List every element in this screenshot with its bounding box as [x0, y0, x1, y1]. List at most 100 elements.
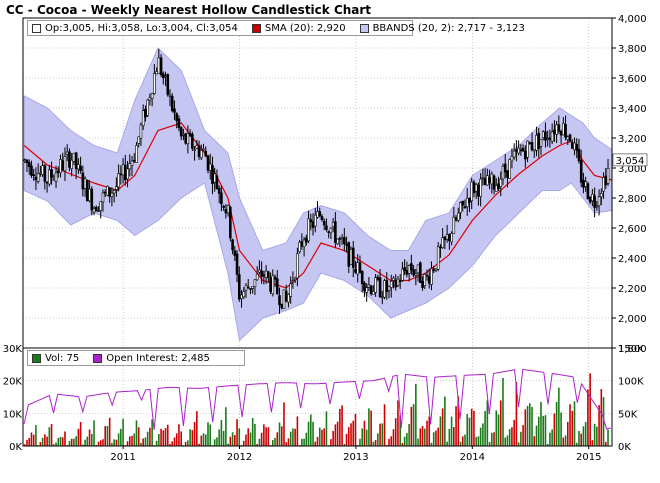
- volume-bar: [325, 411, 328, 446]
- candle-body: [448, 234, 451, 241]
- volume-bar: [330, 439, 332, 446]
- candle-body: [325, 225, 328, 231]
- volume-bar: [155, 440, 158, 446]
- volume-bar: [77, 428, 80, 446]
- volume-bar: [448, 428, 451, 446]
- volume-legend-item: Vol: 75: [32, 353, 79, 364]
- volume-bar: [303, 438, 305, 446]
- candle-body: [376, 276, 380, 281]
- volume-tick-label: 20K: [3, 377, 23, 388]
- candle-body: [472, 181, 476, 194]
- volume-bar: [421, 426, 424, 446]
- volume-legend-label: Vol: 75: [45, 352, 80, 364]
- sma-legend-item: SMA (20): 2,920: [251, 23, 346, 34]
- candle-body: [582, 179, 585, 188]
- candle-body: [195, 145, 199, 149]
- volume-bar: [180, 431, 182, 446]
- volume-bar: [587, 389, 589, 446]
- volume-bar: [544, 415, 547, 446]
- volume-bar: [187, 440, 189, 446]
- candle-body: [271, 275, 275, 295]
- volume-bar: [430, 442, 433, 446]
- candle-body: [235, 253, 239, 275]
- candle-body: [356, 262, 360, 275]
- volume-bar: [370, 410, 372, 446]
- candle-body: [175, 113, 179, 122]
- volume-bar: [135, 420, 138, 446]
- candle-body: [311, 221, 315, 228]
- candle-body: [251, 286, 254, 289]
- volume-bar: [229, 436, 232, 446]
- candle-body: [369, 285, 373, 295]
- volume-bar: [32, 434, 35, 446]
- candle-body: [217, 187, 221, 194]
- candle-body: [280, 303, 284, 309]
- candle-body: [320, 216, 324, 221]
- volume-bar: [602, 397, 605, 446]
- candle-body: [72, 152, 76, 162]
- volume-bar: [160, 428, 162, 446]
- volume-bar: [280, 426, 283, 446]
- candle-body: [307, 218, 310, 242]
- volume-bar: [354, 413, 357, 446]
- candle-body: [92, 208, 96, 213]
- candle-body: [407, 265, 411, 274]
- candle-body: [121, 164, 125, 176]
- candle-body: [309, 219, 313, 223]
- bbands-swatch: [359, 23, 369, 33]
- volume-bar: [305, 432, 308, 446]
- volume-bar: [276, 432, 279, 446]
- candle-body: [345, 243, 348, 246]
- candle-body: [110, 192, 114, 198]
- ohlc-legend-item: Op:3,005, Hi:3,058, Lo:3,004, Cl:3,054: [32, 23, 238, 34]
- volume-bar: [218, 429, 220, 446]
- candle-body: [144, 108, 147, 118]
- candle-body: [68, 151, 71, 168]
- candle-body: [358, 262, 362, 273]
- volume-bar: [57, 437, 60, 446]
- candle-body: [132, 159, 136, 162]
- volume-bar: [522, 425, 524, 446]
- ohlc-legend-label: Op:3,005, Hi:3,058, Lo:3,004, Cl:3,054: [45, 22, 238, 34]
- candle-body: [191, 133, 194, 149]
- volume-bar: [274, 437, 276, 446]
- volume-bar: [173, 437, 176, 446]
- volume-bar: [517, 442, 520, 446]
- candle-body: [222, 205, 225, 208]
- candle-body: [363, 282, 366, 291]
- candle-body: [197, 145, 201, 157]
- volume-bar: [316, 436, 319, 446]
- candle-body: [289, 283, 292, 297]
- volume-bar: [70, 438, 73, 446]
- candle-body: [591, 193, 594, 202]
- candle-body: [150, 93, 154, 99]
- volume-bar: [461, 436, 464, 446]
- volume-bar: [403, 436, 406, 446]
- volume-bar: [231, 432, 234, 446]
- volume-bar: [573, 401, 576, 446]
- candle-body: [237, 274, 241, 300]
- price-legend: Op:3,005, Hi:3,058, Lo:3,004, Cl:3,054 S…: [27, 20, 525, 36]
- candle-body: [273, 276, 277, 280]
- candle-body: [492, 175, 496, 190]
- candle-body: [179, 127, 183, 137]
- candle-body: [499, 178, 503, 187]
- candle-body: [334, 221, 337, 243]
- candle-body: [262, 274, 266, 277]
- candle-body: [526, 140, 529, 158]
- candle-body: [275, 278, 279, 295]
- candle-body: [264, 270, 268, 278]
- volume-bar: [117, 433, 120, 446]
- volume-bar: [479, 427, 482, 446]
- candle-body: [318, 211, 322, 217]
- volume-tick-label: 10K: [3, 409, 23, 420]
- candle-body: [434, 268, 438, 271]
- volume-bar: [484, 410, 486, 446]
- volume-bar: [551, 429, 553, 446]
- volume-bar: [377, 433, 379, 446]
- volume-bar: [542, 415, 545, 446]
- volume-bar: [166, 424, 169, 446]
- candle-body: [159, 57, 163, 76]
- candle-body: [139, 124, 143, 139]
- volume-bar: [207, 422, 209, 446]
